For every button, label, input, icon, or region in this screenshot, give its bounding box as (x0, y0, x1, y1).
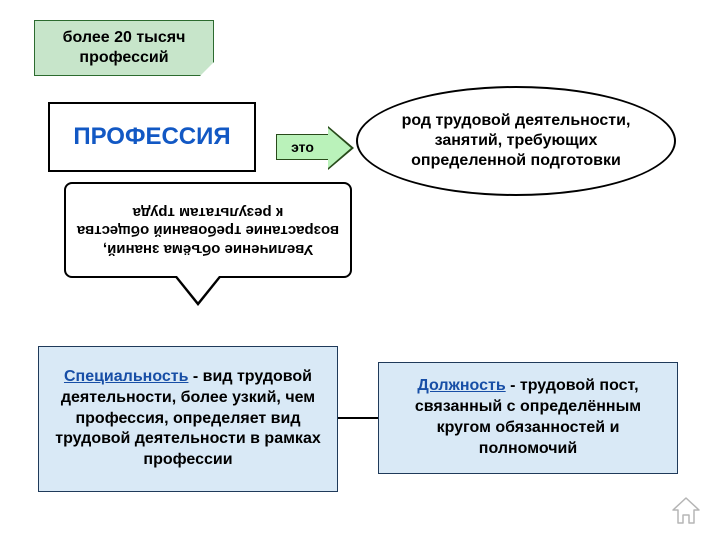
speciality-term: Специальность (64, 368, 188, 385)
callout-tail-fill-icon (177, 276, 219, 302)
definition-ellipse-text: род трудовой деятельности, занятий, треб… (382, 111, 650, 171)
arrow-head-fill-icon (328, 128, 351, 168)
growth-callout-text: Увеличение объёма знаний, возрастание тр… (76, 202, 340, 258)
diagram-stage: более 20 тысяч профессий ПРОФЕССИЯ это р… (0, 0, 720, 540)
note-text: более 20 тысяч профессий (35, 28, 213, 68)
arrow-label: это (291, 139, 314, 155)
note-box: более 20 тысяч профессий (34, 20, 214, 76)
speciality-box: Специальность - вид трудовой деятельност… (38, 346, 338, 492)
note-fold-icon (200, 62, 214, 76)
profession-title-text: ПРОФЕССИЯ (73, 124, 230, 150)
speciality-text: Специальность - вид трудовой деятельност… (51, 367, 325, 471)
position-box: Должность - трудовой пост, связанный с о… (378, 362, 678, 474)
position-text: Должность - трудовой пост, связанный с о… (391, 376, 665, 459)
position-term: Должность (417, 377, 505, 394)
home-icon[interactable] (670, 496, 702, 526)
profession-title-box: ПРОФЕССИЯ (48, 102, 256, 172)
arrow-body: это (276, 134, 328, 160)
growth-callout: Увеличение объёма знаний, возрастание тр… (64, 182, 352, 278)
definition-ellipse: род трудовой деятельности, занятий, треб… (356, 86, 676, 196)
connector-line (338, 417, 378, 419)
